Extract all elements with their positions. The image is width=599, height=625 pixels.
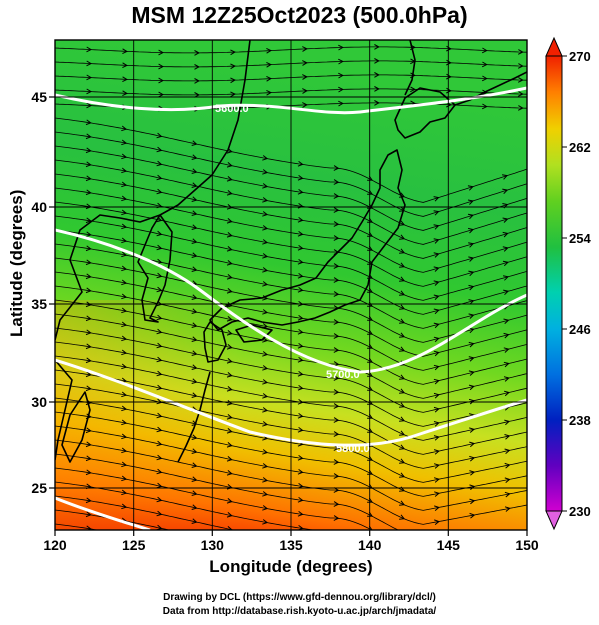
contour-label: 5800.0: [336, 443, 370, 455]
coastline-japan-honshu: [209, 149, 406, 331]
streamline: [55, 327, 527, 413]
contour-line-5600: [55, 86, 527, 115]
streamline: [55, 159, 527, 245]
colorbar-bottom-arrow: [545, 510, 563, 531]
streamline: [55, 285, 527, 371]
coastline-china-east: [55, 359, 73, 461]
streamline: [55, 495, 236, 530]
streamline: [55, 313, 527, 399]
streamline: [55, 117, 527, 203]
y-tick-label: 30: [31, 394, 47, 410]
streamline: [55, 215, 527, 301]
streamline: [55, 439, 527, 525]
coastline-taiwan: [61, 391, 91, 463]
streamline: [55, 145, 527, 231]
x-tick-label: 125: [122, 537, 146, 553]
y-tick-label: 40: [31, 199, 47, 215]
streamline: [55, 299, 527, 385]
x-tick-label: 130: [201, 537, 225, 553]
coastlines: [55, 40, 527, 463]
colorbar-tick-label: 230: [569, 504, 591, 519]
streamline-arrow: [367, 525, 373, 530]
streamline: [55, 46, 527, 54]
streamline: [55, 131, 527, 217]
x-tick-label: 145: [437, 537, 461, 553]
contour-label: 5700.0: [326, 369, 360, 381]
grid-lines: [55, 40, 527, 530]
colorbar-tick-label: 246: [569, 322, 591, 337]
streamline: [55, 411, 527, 497]
colorbar-tick-label: 254: [569, 231, 591, 246]
x-tick-label: 150: [515, 537, 539, 553]
page-title: MSM 12Z25Oct2023 (500.0hPa): [131, 2, 468, 28]
streamline: [55, 369, 527, 455]
streamline: [55, 60, 527, 68]
streamline: [55, 243, 527, 329]
credit-data: Data from http://database.rish.kyoto-u.a…: [162, 606, 437, 617]
y-tick-label: 25: [31, 480, 47, 496]
streamline: [55, 271, 527, 357]
x-tick-label: 140: [358, 537, 382, 553]
y-tick-label: 45: [31, 89, 47, 105]
streamlines: [55, 44, 527, 530]
colorbar-top-arrow: [545, 36, 563, 57]
coastline-kuril: [454, 71, 527, 106]
streamline: [55, 201, 527, 287]
streamline: [55, 397, 527, 483]
credit-drawing: Drawing by DCL (https://www.gfd-dennou.o…: [163, 592, 436, 603]
streamline: [55, 187, 527, 273]
y-axis-label: Latitude (degrees): [7, 189, 26, 337]
streamline: [55, 257, 527, 343]
streamline: [55, 229, 527, 315]
colorbar-scale: [545, 55, 563, 512]
coastline-asia-mainland: [55, 40, 251, 341]
x-tick-label: 120: [43, 537, 67, 553]
streamline: [55, 425, 527, 511]
streamline: [55, 523, 99, 530]
contour-line-5800: [55, 358, 527, 447]
coastline-sakhalin: [404, 40, 416, 96]
coastline-ryukyu: [177, 371, 211, 463]
streamline: [55, 173, 527, 259]
colorbar-tick-label: 270: [569, 49, 591, 64]
x-tick-label: 135: [279, 537, 303, 553]
coastline-japan-hokkaido: [394, 87, 456, 139]
contour-line-5800-south: [55, 496, 151, 530]
streamline: [55, 74, 527, 82]
contour-labels: 5600.0 5700.0 5800.0: [215, 103, 370, 455]
streamline: [55, 355, 527, 441]
streamline: [55, 467, 373, 530]
streamline: [55, 383, 527, 469]
contour-label: 5600.0: [215, 103, 249, 115]
streamline: [55, 453, 400, 530]
coastline-japan-kyushu: [203, 321, 227, 363]
y-tick-label: 35: [31, 296, 47, 312]
streamline: [55, 341, 527, 427]
colorbar-tick-label: 238: [569, 413, 591, 428]
coastline-korea: [137, 214, 173, 323]
x-axis-label: Longitude (degrees): [209, 557, 373, 576]
streamline: [55, 88, 527, 96]
y-axis: 45 40 35 30 25: [31, 89, 55, 496]
x-axis: 120 125 130 135 140 145 150: [43, 530, 539, 553]
colorbar: 270 262 254 246 238 230: [545, 36, 591, 531]
colorbar-tick-label: 262: [569, 140, 591, 155]
